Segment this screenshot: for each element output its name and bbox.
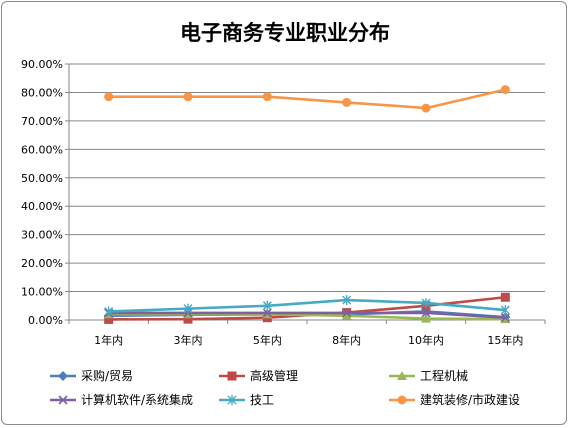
data-point	[262, 308, 272, 318]
legend-item: 工程机械	[389, 368, 468, 383]
y-tick-label: 0.00%	[28, 314, 63, 327]
y-tick-label: 40.00%	[21, 200, 63, 213]
data-point	[342, 295, 352, 306]
data-point	[500, 85, 510, 95]
data-point	[421, 103, 431, 113]
series-line	[108, 298, 506, 313]
x-tick-label: 1年内	[94, 333, 123, 347]
data-point	[421, 313, 431, 323]
gridlines	[69, 63, 545, 293]
data-point	[183, 303, 193, 314]
y-tick-label: 50.00%	[21, 172, 63, 185]
legend-label: 建筑装修/市政建设	[420, 392, 520, 407]
legend-item: 建筑装修/市政建设	[389, 392, 520, 407]
data-point	[183, 92, 193, 102]
y-tick-label: 90.00%	[21, 58, 63, 71]
data-point	[341, 310, 352, 320]
y-tick-label: 70.00%	[21, 115, 63, 128]
legend-label: 技工	[250, 393, 274, 407]
data-point	[500, 305, 510, 316]
data-point	[104, 306, 114, 317]
x-tick-label: 8年内	[332, 333, 361, 347]
legend-item: 技工	[219, 393, 274, 407]
y-tick-label: 10.00%	[21, 286, 63, 299]
legend-label: 高级管理	[250, 368, 298, 383]
data-point	[342, 97, 352, 107]
series-line	[108, 313, 506, 321]
x-tick-label: 5年内	[253, 333, 282, 347]
legend-marker	[58, 395, 68, 405]
data-point	[421, 308, 431, 318]
x-tick-label: 15年内	[487, 333, 523, 347]
legend-marker	[227, 371, 237, 381]
legend-label: 计算机软件/系统集成	[81, 392, 193, 407]
legend-item: 采购/贸易	[50, 368, 133, 383]
legend-label: 采购/贸易	[81, 368, 133, 383]
legend-marker	[397, 371, 407, 380]
series-5	[104, 85, 510, 113]
legend-label: 工程机械	[420, 368, 468, 383]
series-4	[104, 295, 510, 317]
legend-marker	[58, 371, 68, 381]
data-point	[421, 297, 431, 308]
legend-item: 计算机软件/系统集成	[50, 392, 193, 407]
data-point	[500, 313, 510, 323]
y-tick-label: 80.00%	[21, 86, 63, 99]
y-tick-label: 60.00%	[21, 143, 63, 156]
data-point	[500, 292, 510, 302]
legend-marker	[397, 395, 407, 405]
data-point	[104, 314, 114, 324]
data-point	[262, 300, 272, 311]
data-point	[342, 308, 352, 318]
legend-marker	[227, 395, 237, 405]
x-tick-label: 3年内	[174, 333, 203, 347]
series-line	[108, 311, 506, 320]
data-point	[104, 92, 114, 102]
y-tick-label: 30.00%	[21, 229, 63, 242]
chart-title: 电子商务专业职业分布	[180, 21, 390, 45]
y-tick-label: 20.00%	[21, 257, 63, 270]
x-tick-label: 10年内	[408, 333, 444, 347]
data-point	[262, 92, 272, 102]
series-line	[108, 88, 506, 110]
series-layer	[103, 85, 511, 324]
data-point	[183, 314, 193, 324]
legend-item: 高级管理	[219, 368, 298, 383]
